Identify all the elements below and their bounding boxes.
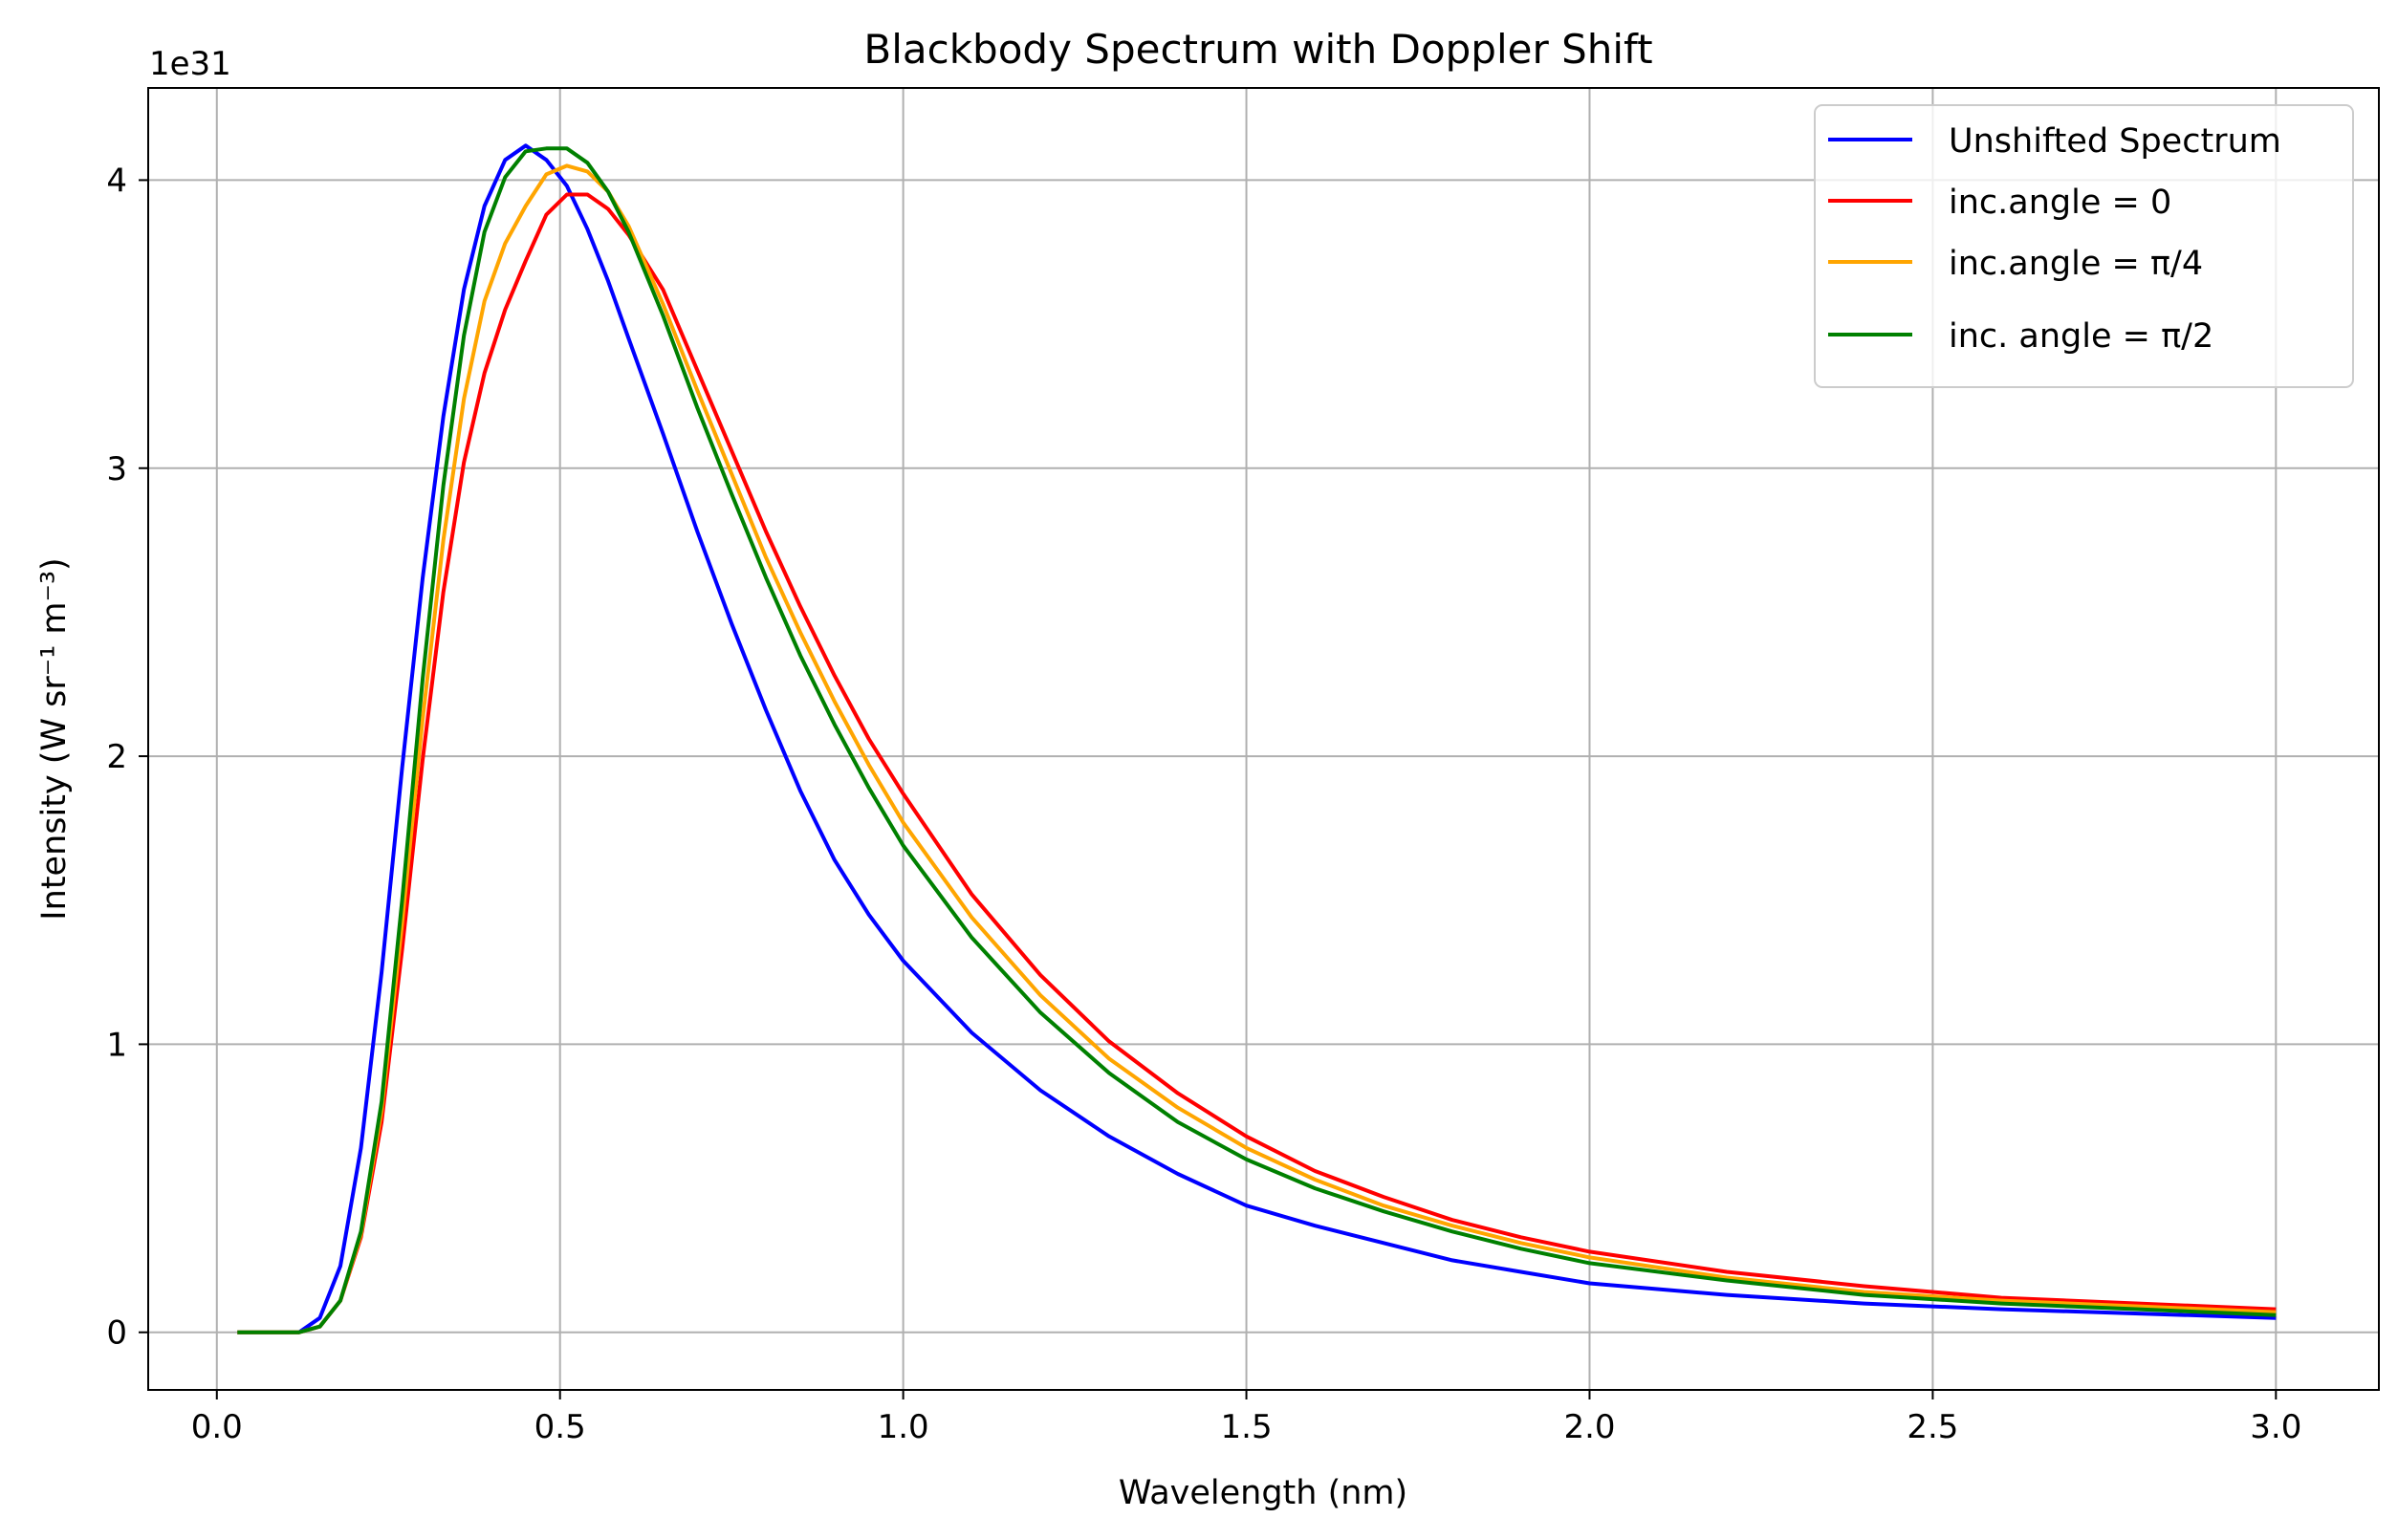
y-offset-text: 1e31 bbox=[149, 45, 231, 83]
chart-title: Blackbody Spectrum with Doppler Shift bbox=[863, 26, 1652, 73]
x-tick-label: 3.0 bbox=[2250, 1408, 2301, 1446]
legend-label-1: Unshifted Spectrum bbox=[1949, 122, 2281, 161]
y-tick-label: 0 bbox=[106, 1314, 127, 1353]
y-tick-label: 1 bbox=[106, 1026, 127, 1064]
x-tick-label: 2.5 bbox=[1907, 1408, 1958, 1446]
x-tick-label: 0.5 bbox=[534, 1408, 586, 1446]
y-tick-label: 3 bbox=[106, 450, 127, 488]
grid bbox=[148, 88, 2379, 1390]
series-line-1 bbox=[237, 143, 2277, 1334]
series-lines bbox=[237, 143, 2277, 1334]
legend: Unshifted Spectrum inc.angle = 0 inc.angle… bbox=[1814, 104, 2354, 388]
legend-label-2: inc.angle = 0 bbox=[1949, 184, 2171, 222]
y-tick-label: 4 bbox=[106, 162, 127, 200]
x-tick-label: 0.0 bbox=[191, 1408, 243, 1446]
y-tick-label: 2 bbox=[106, 738, 127, 776]
x-axis-label: Wavelength (nm) bbox=[1119, 1474, 1407, 1512]
legend-box bbox=[1814, 104, 2354, 388]
x-tick-label: 1.5 bbox=[1221, 1408, 1273, 1446]
plot-frame bbox=[147, 87, 2380, 1391]
x-tick-label: 2.0 bbox=[1563, 1408, 1615, 1446]
x-tick-label: 1.0 bbox=[878, 1408, 929, 1446]
y-axis-label: Intensity (W sr⁻¹ m⁻³) bbox=[35, 557, 74, 920]
legend-label-3: inc.angle = π/4 bbox=[1949, 245, 2203, 283]
legend-label-4: inc. angle = π/2 bbox=[1949, 317, 2213, 356]
series-line-4 bbox=[237, 146, 2277, 1334]
axis-ticks: 0.0 0.5 1.0 1.5 2.0 2.5 3.0 0 1 2 3 4 bbox=[106, 162, 2301, 1446]
